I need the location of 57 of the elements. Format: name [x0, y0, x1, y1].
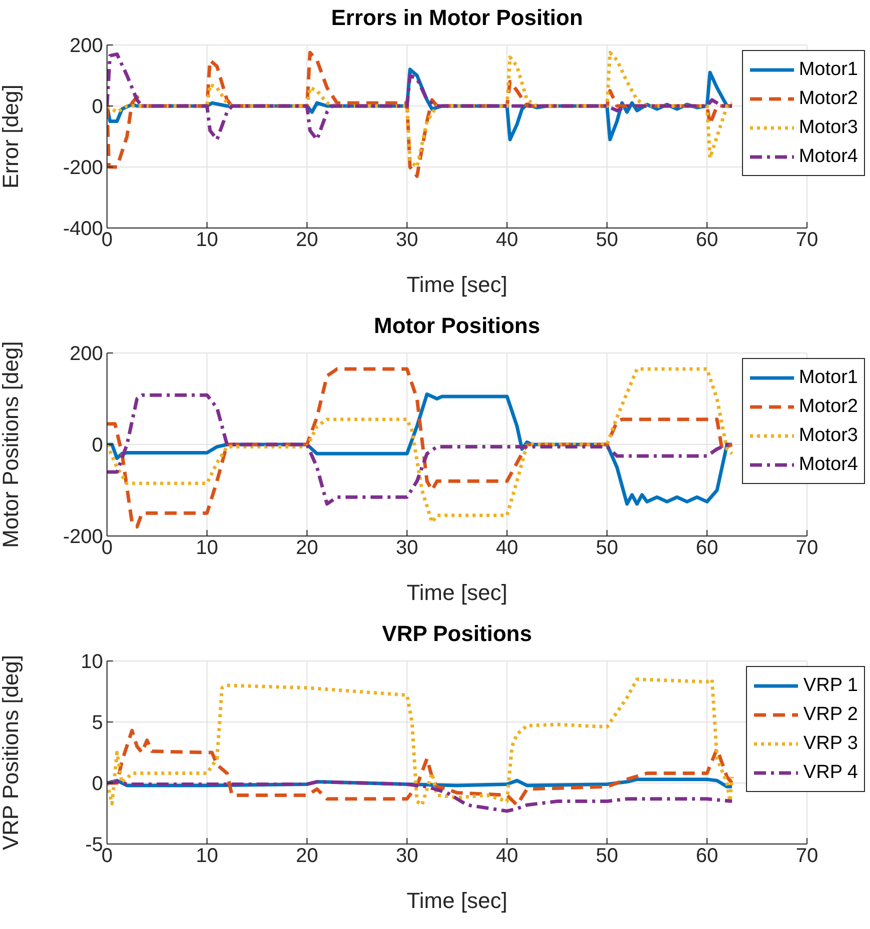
x-tick-label: 50	[596, 229, 618, 252]
x-tick-label: 50	[596, 537, 618, 560]
y-tick-label: 200	[70, 35, 103, 58]
legend-label: VRP 1	[803, 674, 858, 696]
x-tick-label: 60	[696, 229, 718, 252]
legend-label: Motor1	[798, 366, 858, 388]
legend-label: Motor2	[798, 396, 858, 418]
y-tick-label: 5	[92, 712, 103, 734]
legend-label: Motor3	[798, 424, 858, 446]
chart-title: Errors in Motor Position	[330, 4, 584, 30]
y-tick-label: 200	[70, 343, 103, 366]
legend-label: Motor3	[798, 116, 858, 138]
x-tick-label: 70	[796, 845, 818, 868]
y-tick-label: -5	[85, 834, 103, 856]
x-tick-label: 60	[696, 845, 718, 868]
legend-label: VRP 4	[803, 762, 858, 784]
x-tick-label: 40	[496, 537, 518, 560]
x-tick-label: 60	[696, 537, 718, 560]
x-tick-label: 50	[596, 845, 618, 868]
x-tick-label: 20	[296, 537, 318, 560]
legend-label: Motor1	[798, 58, 858, 80]
legend-label: VRP 2	[803, 704, 858, 726]
x-tick-label: 40	[496, 229, 518, 252]
x-tick-label: 70	[796, 537, 818, 560]
line-series	[107, 728, 734, 807]
x-tick-label: 10	[196, 845, 218, 868]
y-tick-label: -200	[62, 526, 103, 548]
legend-label: Motor2	[798, 88, 858, 110]
y-tick-label: 0	[92, 96, 103, 118]
y-tick-label: 10	[80, 651, 103, 674]
y-tick-label: 0	[92, 434, 103, 457]
x-tick-label: 10	[196, 229, 218, 252]
line-series	[107, 780, 734, 813]
x-axis-title: Time [sec]	[406, 272, 508, 297]
legend-label: VRP 3	[803, 732, 858, 754]
line-series	[107, 52, 734, 142]
x-tick-label: 20	[296, 845, 318, 868]
x-tick-label: 20	[296, 229, 318, 252]
x-axis-title: Time [sec]	[406, 888, 508, 913]
legend-label: Motor4	[798, 454, 858, 476]
y-tick-label: 0	[92, 773, 103, 796]
x-axis-title: Time [sec]	[406, 580, 508, 605]
y-axis-title: Motor Positions [deg]	[0, 341, 23, 548]
legend-label: Motor4	[798, 146, 858, 168]
chart-title: Motor Positions	[372, 312, 542, 338]
x-tick-label: 40	[496, 845, 518, 868]
x-tick-label: 30	[396, 845, 418, 868]
x-tick-label: 70	[796, 229, 818, 252]
y-axis-title: Error [deg]	[0, 84, 23, 188]
y-axis-title: VRP Positions [deg]	[0, 654, 23, 850]
y-tick-label: -200	[62, 157, 103, 180]
x-tick-label: 30	[396, 537, 418, 560]
x-tick-label: 10	[196, 537, 218, 560]
chart-title: VRP Positions	[381, 620, 533, 646]
x-tick-label: 30	[396, 229, 418, 252]
line-series	[107, 678, 734, 807]
y-tick-label: -400	[62, 218, 103, 240]
